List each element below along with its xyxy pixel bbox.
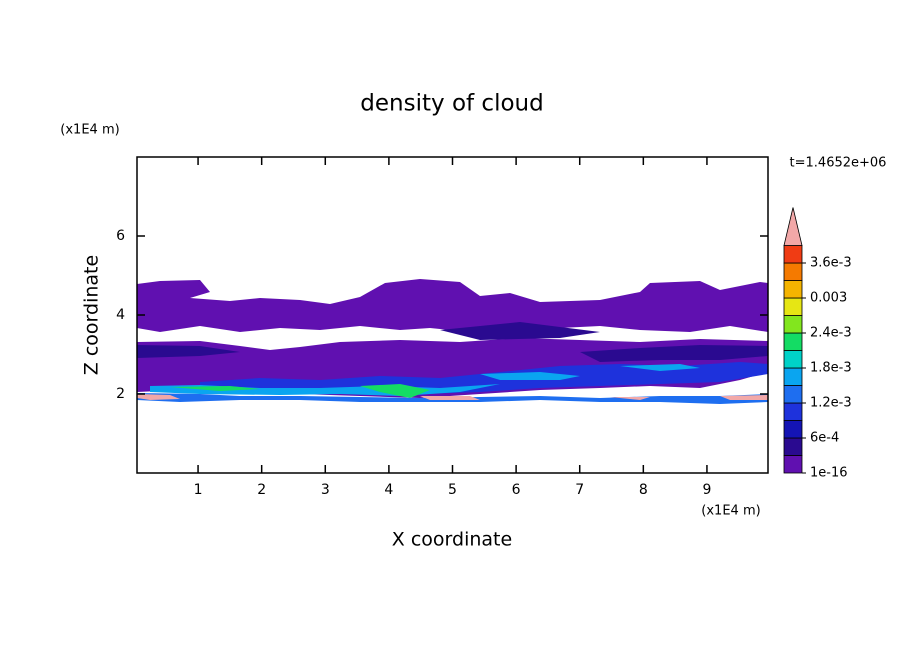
y-tick-label: 4 bbox=[116, 307, 125, 323]
x-axis-label: X coordinate bbox=[392, 529, 512, 551]
x-tick-label: 4 bbox=[384, 482, 393, 498]
x-unit: (x1E4 m) bbox=[701, 504, 760, 519]
colorbar-box bbox=[783, 420, 803, 439]
x-tick-label: 2 bbox=[257, 482, 266, 498]
colorbar-box bbox=[783, 262, 803, 281]
colorbar-box bbox=[783, 367, 803, 386]
colorbar-box bbox=[783, 455, 803, 474]
contour-field bbox=[137, 279, 768, 404]
colorbar-extend bbox=[783, 207, 803, 246]
x-tick-label: 1 bbox=[194, 482, 203, 498]
y-tick-label: 6 bbox=[116, 228, 125, 244]
colorbar-label: 1e-16 bbox=[810, 466, 848, 481]
x-tick-label: 7 bbox=[575, 482, 584, 498]
colorbar-box bbox=[783, 280, 803, 299]
y-tick-label: 2 bbox=[116, 386, 125, 402]
x-tick-label: 9 bbox=[702, 482, 711, 498]
x-tick-label: 3 bbox=[321, 482, 330, 498]
colorbar-label: 3.6e-3 bbox=[810, 256, 852, 271]
colorbar-box bbox=[783, 332, 803, 351]
x-tick-label: 5 bbox=[448, 482, 457, 498]
colorbar-box bbox=[783, 385, 803, 404]
y-axis-label: Z coordinate bbox=[81, 255, 103, 375]
colorbar-box bbox=[783, 315, 803, 334]
colorbar-box bbox=[783, 245, 803, 264]
x-tick-label: 6 bbox=[512, 482, 521, 498]
x-tick-label: 8 bbox=[639, 482, 648, 498]
y-unit: (x1E4 m) bbox=[60, 123, 119, 138]
chart-title: density of cloud bbox=[360, 91, 543, 117]
colorbar-box bbox=[783, 437, 803, 456]
colorbar-label: 6e-4 bbox=[810, 431, 839, 446]
colorbar-label: 1.2e-3 bbox=[810, 396, 852, 411]
colorbar-box bbox=[783, 350, 803, 369]
colorbar-box bbox=[783, 297, 803, 316]
colorbar-label: 2.4e-3 bbox=[810, 326, 852, 341]
colorbar-box bbox=[783, 402, 803, 421]
time-label: t=1.4652e+06 bbox=[790, 156, 887, 171]
colorbar-label: 1.8e-3 bbox=[810, 361, 852, 376]
colorbar-label: 0.003 bbox=[810, 291, 847, 306]
